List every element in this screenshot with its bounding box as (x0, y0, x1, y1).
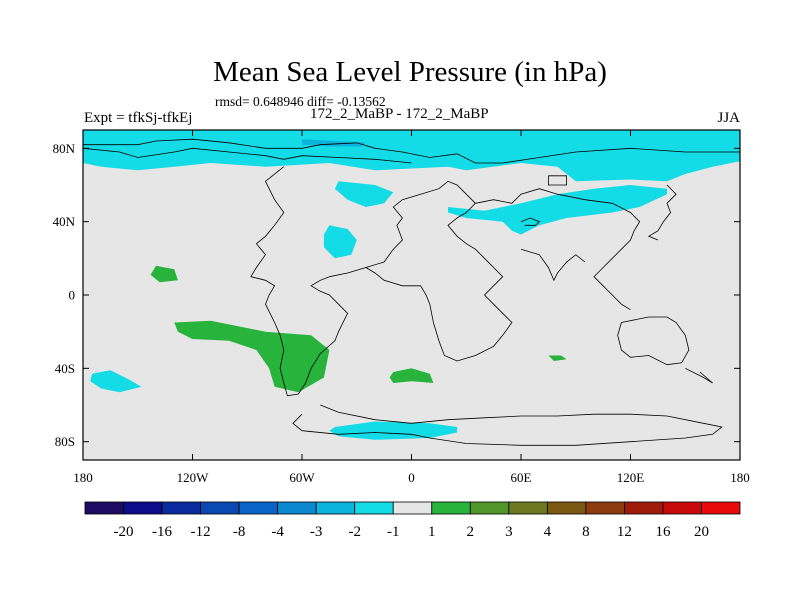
coastline-10 (520, 217, 541, 226)
x-tick-label-1: 120W (177, 470, 210, 485)
y-tick-label-3: 40S (55, 361, 75, 376)
colorbar-swatch-11 (508, 501, 548, 515)
colorbar-swatch-5 (277, 501, 317, 515)
y-tick-label-1: 40N (53, 214, 76, 229)
colorbar-label-1: -16 (152, 524, 172, 540)
pressure-region-10 (548, 355, 567, 361)
colorbar-label-3: -8 (233, 524, 246, 540)
colorbar-swatch-14 (624, 501, 664, 515)
coastline-6 (617, 316, 690, 366)
colorbar-label-14: 16 (655, 524, 671, 540)
coastline-1 (83, 147, 412, 164)
colorbar-swatch-10 (469, 501, 510, 515)
colorbar-swatch-15 (662, 501, 702, 515)
colorbar-label-2: -12 (191, 524, 211, 540)
pressure-region-4 (90, 370, 142, 393)
colorbar-label-15: 20 (694, 524, 709, 540)
coastline-0 (83, 138, 740, 164)
pressure-region-8 (174, 320, 330, 393)
colorbar-swatch-1 (123, 501, 163, 515)
x-tick-label-3: 0 (408, 470, 415, 485)
y-tick-label-2: 0 (69, 288, 76, 303)
colorbar-swatch-0 (84, 501, 124, 515)
colorbar-label-9: 2 (467, 524, 475, 540)
colorbar-label-10: 3 (505, 524, 513, 540)
colorbar-label-0: -20 (114, 524, 134, 540)
coastline-8 (685, 367, 713, 384)
season-label: JJA (717, 110, 740, 126)
pressure-region-3 (323, 225, 357, 259)
experiment-label: Expt = tfkSj-tfkEj (84, 110, 193, 126)
colorbar-swatch-16 (701, 501, 741, 515)
colorbar-swatch-9 (431, 501, 471, 515)
pressure-region-9 (389, 368, 434, 383)
x-tick-label-2: 60W (289, 470, 315, 485)
colorbar-swatch-13 (585, 501, 625, 515)
x-tick-label-0: 180 (73, 470, 93, 485)
x-tick-label-4: 60E (511, 470, 532, 485)
y-tick-label-0: 80N (53, 141, 76, 156)
pressure-region-0 (83, 130, 740, 182)
y-tick-label-4: 80S (55, 434, 75, 449)
colorbar: -20 -16 -12 -8 -4 -3 -2 -1 1 2 3 4 8 12 16 20 (84, 501, 741, 540)
colorbar-swatch-4 (238, 501, 279, 515)
coastlines (83, 138, 740, 446)
coastline-9 (647, 184, 677, 241)
colorbar-swatch-3 (200, 501, 240, 515)
x-axis: 180 120W 60W 0 60E 120E 180 (73, 130, 750, 485)
colorbar-label-8: 1 (428, 524, 436, 540)
coastline-7 (292, 404, 723, 446)
coastline-3 (329, 180, 513, 362)
colorbar-swatch-2 (161, 501, 201, 515)
colorbar-swatch-8 (392, 501, 433, 515)
colorbar-label-6: -2 (348, 524, 361, 540)
coastline-11 (548, 175, 567, 186)
coastline-5 (520, 248, 586, 282)
coastline-2 (250, 166, 349, 397)
chart-title: Mean Sea Level Pressure (in hPa) (213, 56, 607, 88)
colorbar-label-7: -1 (387, 524, 400, 540)
pressure-region-2 (448, 185, 667, 235)
colorbar-label-11: 4 (544, 524, 552, 540)
colorbar-label-12: 8 (582, 524, 590, 540)
x-tick-label-6: 180 (730, 470, 750, 485)
colorbar-swatch-12 (546, 501, 587, 515)
x-tick-label-5: 120E (617, 470, 645, 485)
comparison-label: 172_2_MaBP - 172_2_MaBP (310, 106, 489, 122)
pressure-region-6 (302, 139, 366, 147)
stats-label: rmsd= 0.648946 diff= -0.13562 (215, 94, 386, 109)
pressure-region-7 (150, 265, 178, 283)
colorbar-swatch-7 (354, 501, 394, 515)
y-axis: 80N 40N 0 40S 80S (53, 141, 740, 449)
colorbar-label-5: -3 (310, 524, 323, 540)
pressure-region-1 (334, 181, 394, 207)
colorbar-swatch-6 (315, 501, 356, 515)
colorbar-label-4: -4 (271, 524, 284, 540)
colorbar-label-13: 12 (617, 524, 632, 540)
pressure-regions (83, 130, 740, 440)
pressure-region-5 (329, 421, 458, 440)
coastline-4 (475, 188, 641, 311)
